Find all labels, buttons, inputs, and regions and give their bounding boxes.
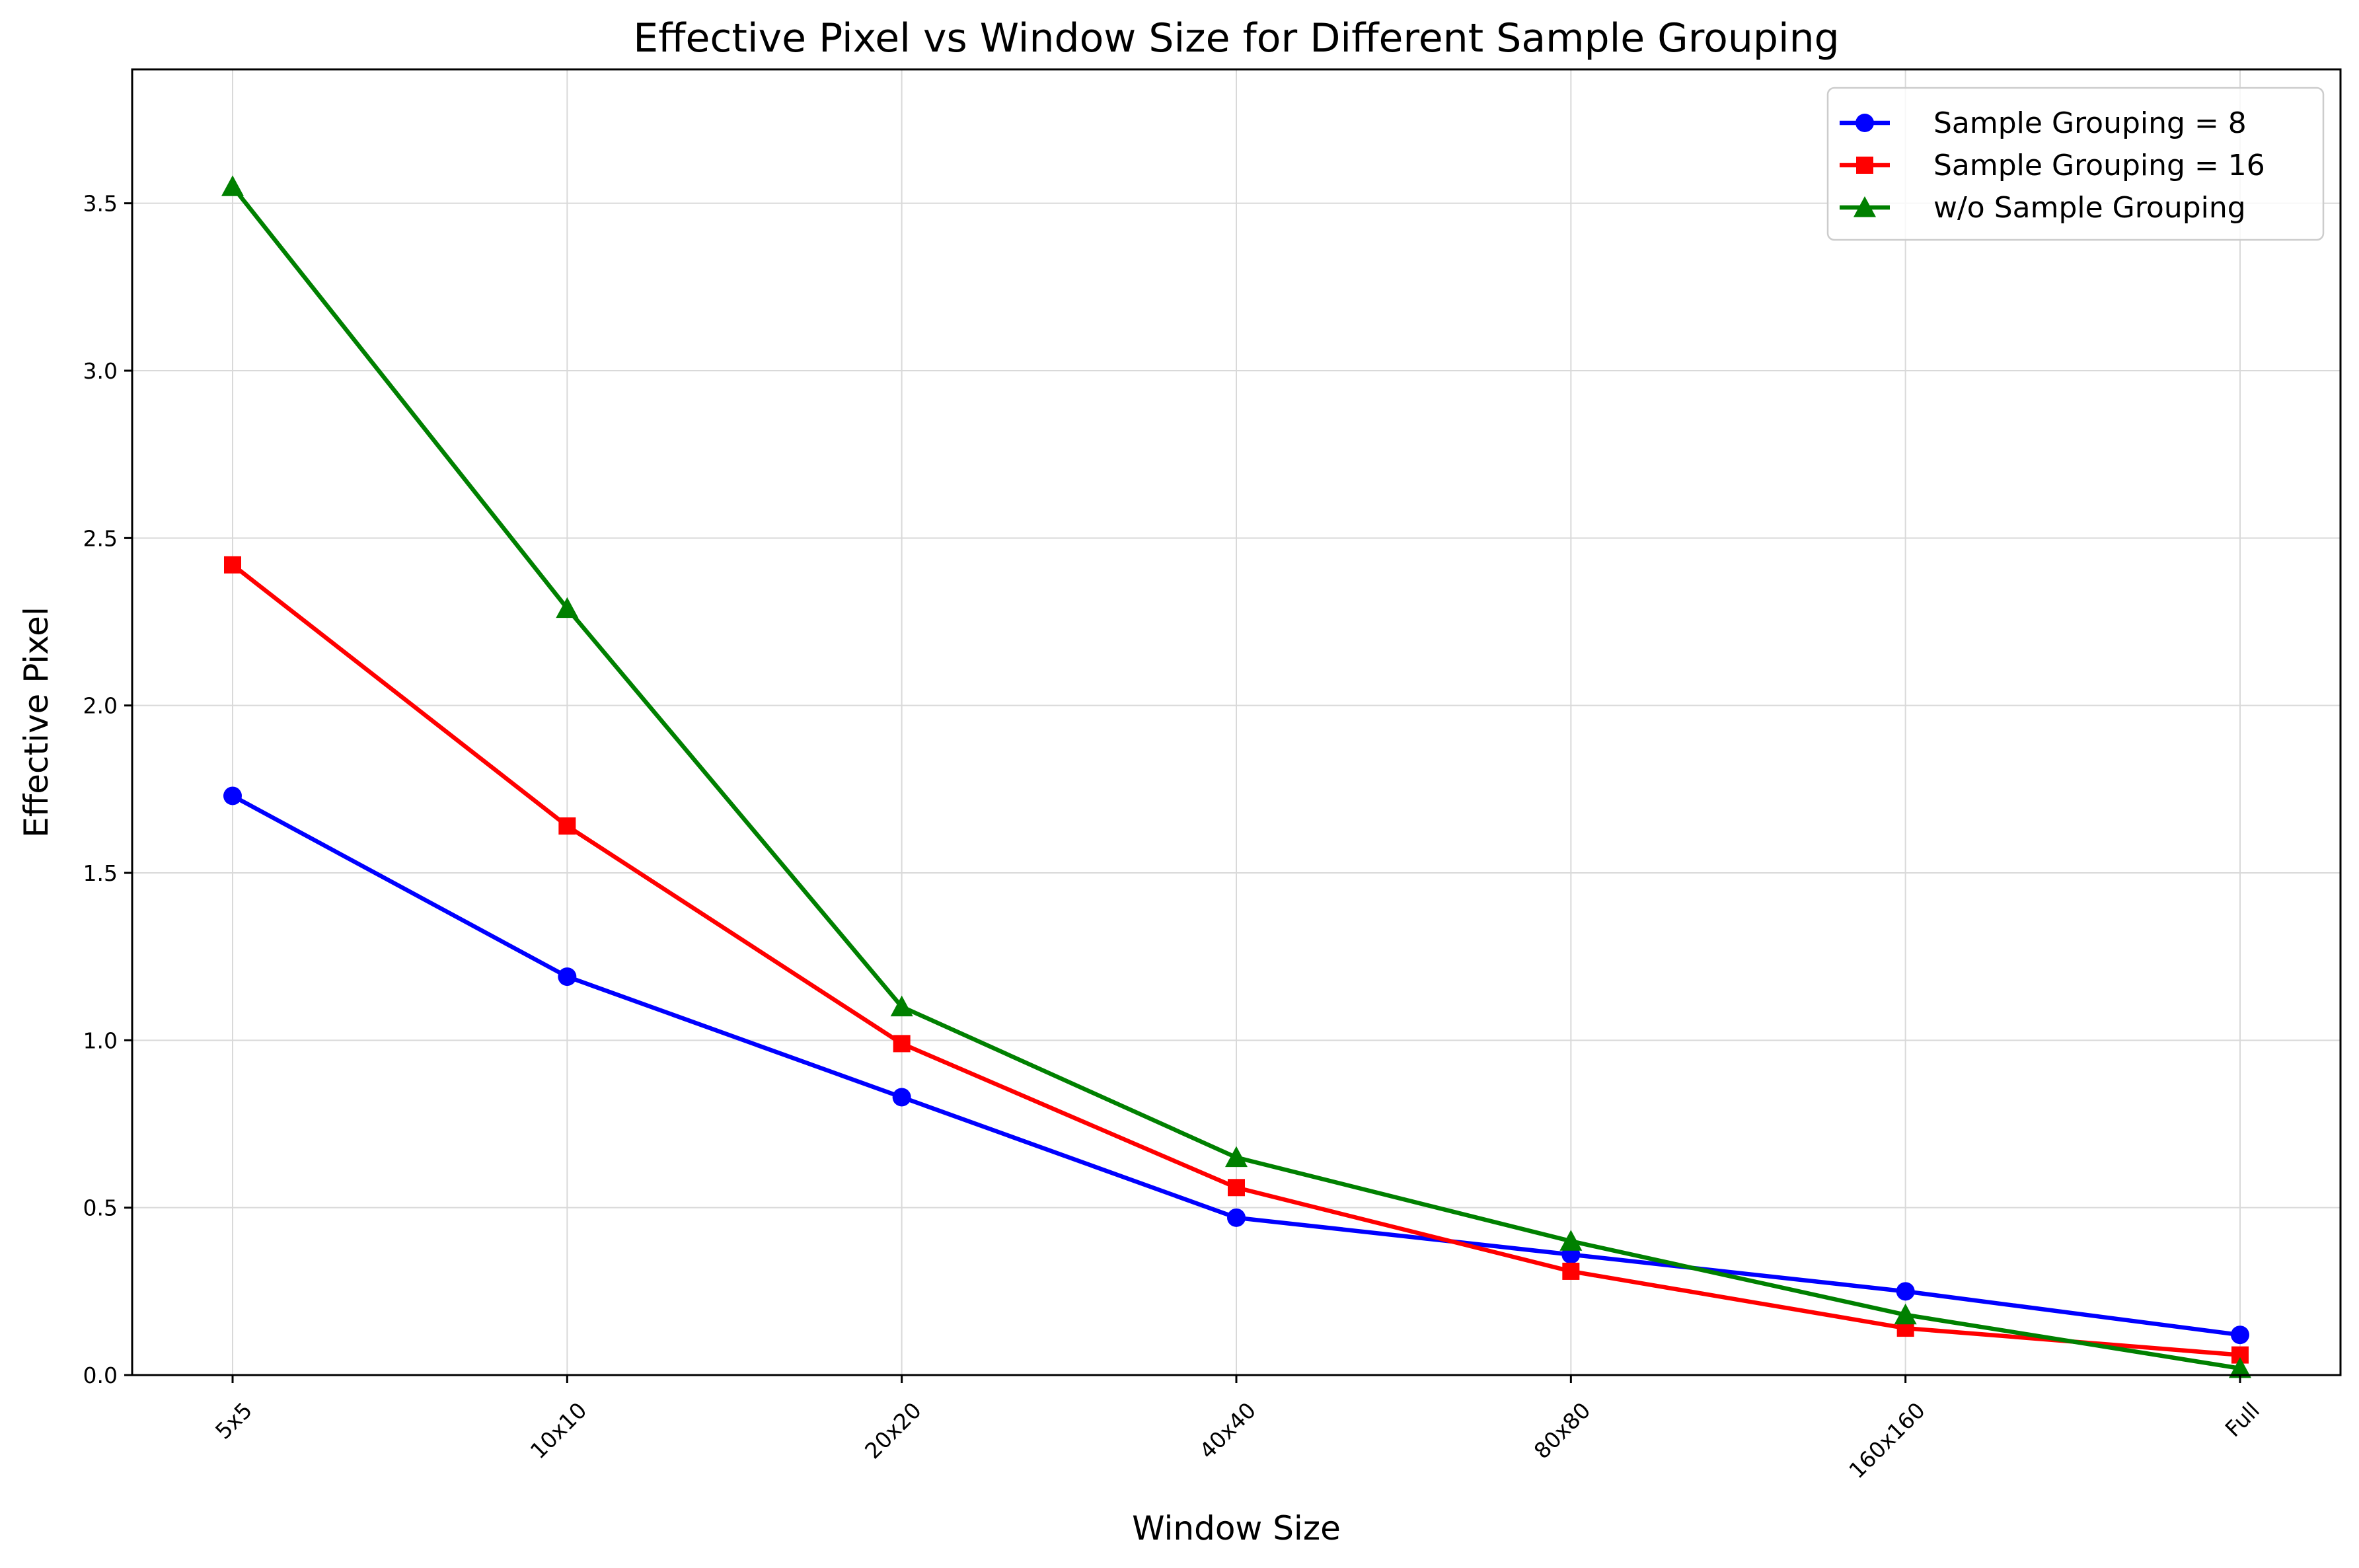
legend-marker	[1856, 157, 1873, 174]
y-tick-label: 2.5	[83, 525, 118, 551]
y-tick-label: 0.0	[83, 1363, 118, 1388]
data-point	[221, 175, 244, 196]
data-point	[2231, 1325, 2249, 1345]
y-tick-label: 3.5	[83, 191, 118, 217]
legend-item: w/o Sample Grouping	[1840, 191, 2246, 225]
series-3	[221, 175, 2251, 1378]
data-point	[1227, 1208, 1246, 1227]
data-point	[1559, 1230, 1583, 1251]
legend: Sample Grouping = 8 Sample Grouping = 16 w…	[1826, 87, 2325, 241]
y-axis: 0.0 0.5 1.0 1.5 2.0 2.5 3.0 3.5	[83, 191, 132, 1388]
y-tick-label: 1.0	[83, 1027, 118, 1053]
data-point	[1225, 1146, 1248, 1168]
series-layer	[221, 175, 2251, 1378]
y-tick-label: 2.0	[83, 693, 118, 719]
data-point	[558, 817, 576, 835]
data-point	[1228, 1179, 1245, 1197]
data-point	[893, 1035, 911, 1053]
data-point	[558, 967, 577, 987]
legend-item: Sample Grouping = 8	[1840, 106, 2247, 140]
data-point	[892, 1088, 911, 1107]
data-point	[224, 556, 241, 574]
data-point	[1894, 1303, 1917, 1325]
chart-title: Effective Pixel vs Window Size for Diffe…	[633, 15, 1840, 61]
legend-marker	[1855, 114, 1874, 132]
legend-box	[1826, 87, 2325, 241]
data-point	[1896, 1282, 1915, 1301]
y-tick-label: 0.5	[83, 1195, 118, 1221]
legend-item: Sample Grouping = 16	[1840, 149, 2265, 182]
series-1	[223, 786, 2249, 1345]
legend-label: Sample Grouping = 16	[1933, 149, 2265, 182]
y-axis-title: Effective Pixel	[17, 607, 56, 838]
legend-marker	[1854, 196, 1876, 217]
data-point	[890, 995, 913, 1017]
x-axis-title: Window Size	[1132, 1509, 1341, 1548]
legend-label: Sample Grouping = 8	[1933, 106, 2247, 140]
data-point	[1562, 1262, 1580, 1280]
data-point	[223, 786, 242, 805]
y-tick-label: 1.5	[83, 860, 118, 886]
legend-label: w/o Sample Grouping	[1933, 191, 2246, 225]
data-point	[2229, 1357, 2251, 1378]
data-point	[556, 597, 579, 618]
y-tick-label: 3.0	[83, 358, 118, 384]
